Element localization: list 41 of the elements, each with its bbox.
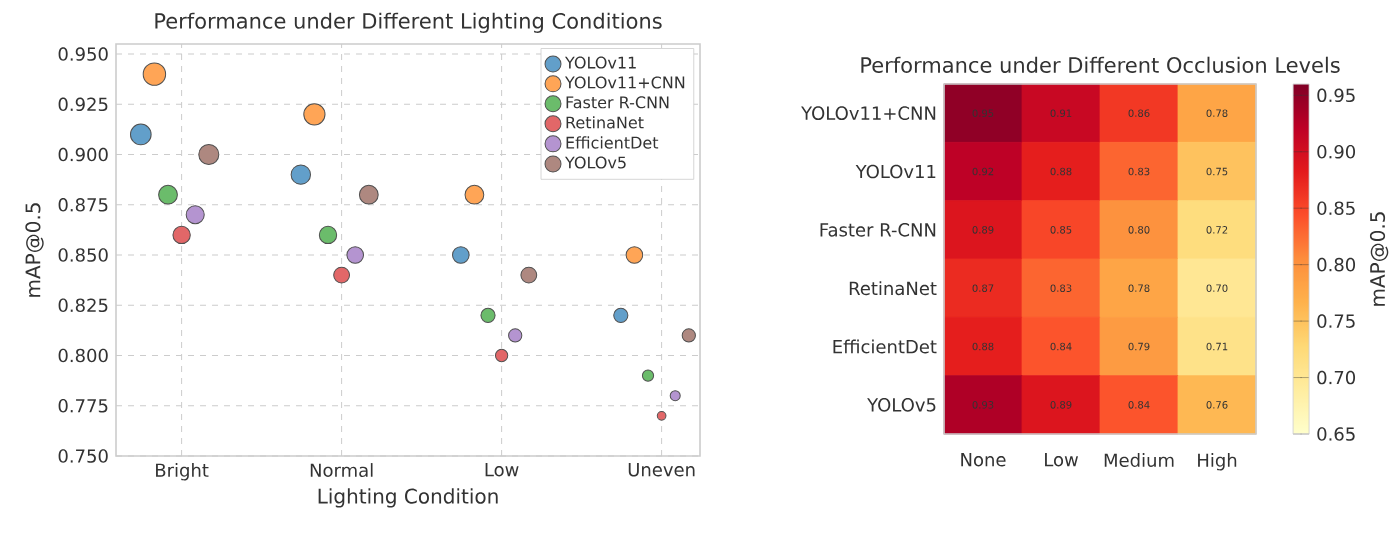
y-tick-label: Faster R-CNN bbox=[820, 223, 936, 237]
chart-title: Performance under Different Occlusion Levels bbox=[861, 56, 1340, 73]
y-tick-label: 0.900 bbox=[58, 147, 108, 162]
x-tick-label: None bbox=[961, 453, 1006, 467]
y-tick-label: EfficientDet bbox=[833, 339, 937, 354]
color-bar-label: 0.65 bbox=[1317, 427, 1355, 441]
legend-label: EfficientDet bbox=[566, 136, 659, 149]
y-tick-label: 0.850 bbox=[58, 248, 108, 262]
x-tick-label: Uneven bbox=[628, 463, 695, 477]
x-axis-title: Lighting Condition bbox=[318, 488, 498, 508]
y-tick-label: 0.925 bbox=[58, 97, 108, 112]
legend-label: YOLOv11 bbox=[564, 56, 636, 69]
x-tick-label: Medium bbox=[1104, 453, 1174, 467]
y-axis-title: mAP@0.5 bbox=[25, 203, 44, 297]
legend-label: RetinaNet bbox=[566, 116, 644, 129]
color-bar-label: 0.95 bbox=[1317, 88, 1355, 103]
x-tick-label: Normal bbox=[310, 463, 373, 477]
color-bar-label: 0.85 bbox=[1317, 201, 1355, 215]
x-tick-label: Low bbox=[1045, 453, 1078, 467]
y-tick-label: 0.775 bbox=[58, 398, 108, 413]
y-tick-label: YOLOv5 bbox=[867, 398, 936, 412]
y-tick-label: YOLOv11 bbox=[855, 164, 936, 179]
y-tick-label: 0.750 bbox=[58, 449, 108, 463]
color-bar-label: 0.75 bbox=[1317, 314, 1355, 328]
y-tick-label: RetinaNet bbox=[849, 281, 937, 296]
y-tick-label: 0.950 bbox=[58, 47, 108, 61]
legend-label: Faster R-CNN bbox=[566, 96, 669, 109]
x-tick-label: High bbox=[1198, 453, 1237, 471]
color-bar-label: 0.90 bbox=[1317, 144, 1356, 159]
color-bar-label: 0.70 bbox=[1317, 370, 1356, 385]
y-tick-label: 0.825 bbox=[58, 298, 108, 313]
color-bar-title: mAP@0.5 bbox=[1369, 212, 1389, 306]
chart-title: Performance under Different Lighting Conditions bbox=[155, 12, 662, 33]
x-tick-label: Bright bbox=[156, 463, 209, 481]
color-bar-label: 0.80 bbox=[1317, 257, 1356, 272]
y-tick-label: YOLOv11+CNN bbox=[801, 106, 936, 120]
x-tick-label: Low bbox=[485, 463, 519, 477]
legend-label: YOLOv11+CNN bbox=[564, 76, 685, 89]
legend-label: YOLOv5 bbox=[564, 156, 626, 169]
y-tick-label: 0.875 bbox=[58, 197, 108, 212]
y-tick-label: 0.800 bbox=[58, 348, 108, 363]
